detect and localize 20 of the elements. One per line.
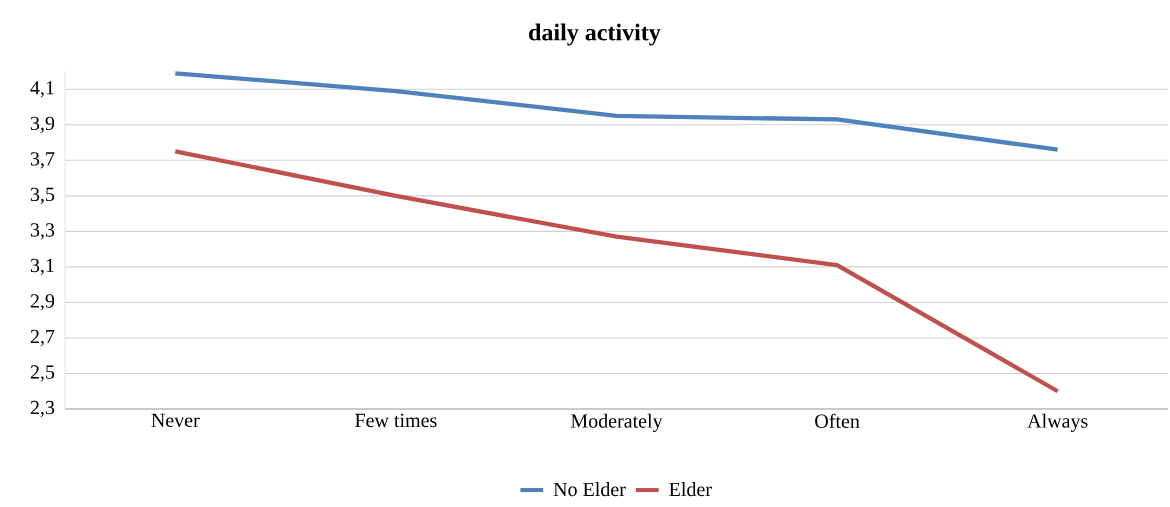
- y-tick-label: 3,5: [30, 187, 55, 204]
- y-tick-label: 2,7: [30, 329, 55, 347]
- chart-title: daily activity: [529, 23, 661, 46]
- legend-label: Elder: [669, 482, 712, 497]
- line-series: [173, 71, 1060, 152]
- x-tick-label: Few times: [355, 413, 437, 428]
- y-tick-label: 3,7: [30, 152, 55, 169]
- y-tick-label: 2,3: [30, 400, 55, 418]
- x-tick-label: Often: [815, 413, 860, 428]
- y-tick-label: 2,9: [30, 294, 55, 311]
- y-tick-label: 3,3: [30, 223, 55, 240]
- line-series: [173, 149, 1060, 394]
- y-tick-label: 3,9: [30, 116, 55, 133]
- legend-label: No Elder: [553, 482, 626, 497]
- x-tick-label: Always: [1027, 413, 1088, 432]
- x-tick-label: Moderately: [571, 413, 663, 432]
- y-tick-label: 4,1: [30, 81, 54, 98]
- x-tick-label: Never: [151, 413, 200, 427]
- y-tick-label: 3,1: [30, 258, 54, 276]
- y-tick-label: 2,5: [30, 365, 55, 382]
